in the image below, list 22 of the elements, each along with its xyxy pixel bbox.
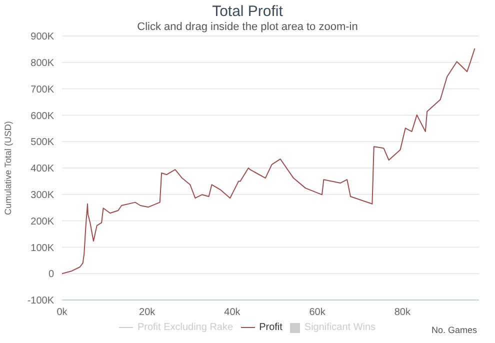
- x-tick-label: 20k: [139, 307, 156, 318]
- chart-subtitle: Click and drag inside the plot area to zoom-in: [136, 21, 359, 33]
- y-tick-label: 200K: [30, 216, 54, 228]
- x-tick-label: 0k: [56, 307, 68, 318]
- y-tick-label: 700K: [30, 84, 54, 96]
- x-tick-label: 60k: [309, 307, 326, 318]
- x-axis-title: No. Games: [431, 325, 477, 335]
- y-tick-label: 400K: [30, 164, 54, 175]
- y-tick-label: 800K: [30, 58, 54, 69]
- y-tick-label: 600K: [30, 110, 54, 122]
- y-tick-label: 900K: [30, 32, 54, 43]
- line-series: [62, 48, 476, 274]
- y-tick-label: -100K: [27, 296, 54, 307]
- y-tick-label: 500K: [30, 137, 54, 148]
- chart-title: Total Profit: [211, 3, 284, 20]
- x-tick-label: 80k: [394, 307, 412, 318]
- y-tick-label: 300K: [30, 190, 54, 201]
- x-tick-label: 40k: [224, 307, 242, 318]
- y-tick-label: 0: [48, 269, 54, 280]
- legend-label: Profit: [258, 322, 282, 333]
- y-axis-title: Cumulative Total (USD): [3, 121, 14, 215]
- y-tick-label: 100K: [30, 242, 54, 254]
